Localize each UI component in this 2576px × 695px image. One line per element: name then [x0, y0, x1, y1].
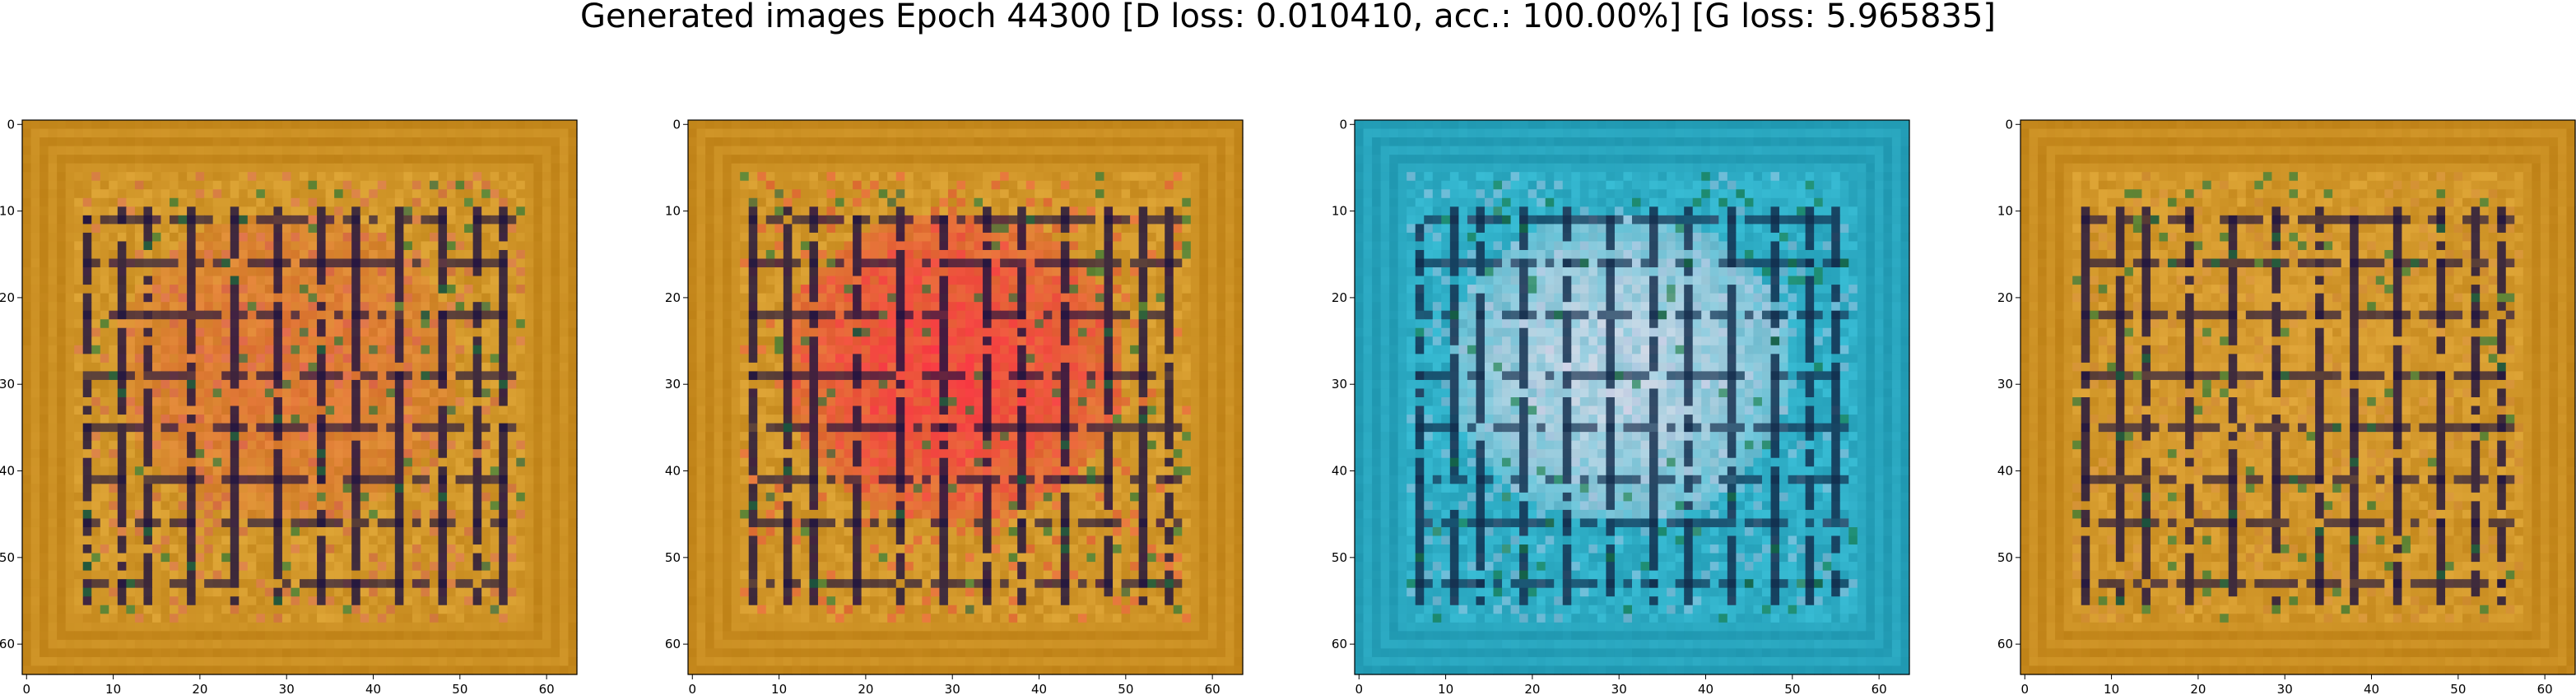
y-tick-label: 30 [1997, 377, 2013, 392]
x-tick-label: 60 [1205, 682, 1221, 695]
y-tick-label: 30 [1332, 377, 1347, 392]
y-tick-label: 20 [0, 290, 15, 305]
x-tick-label: 20 [858, 682, 873, 695]
x-tick-label: 0 [688, 682, 696, 695]
x-tick-label: 0 [2020, 682, 2029, 695]
x-tick-label: 10 [2104, 682, 2119, 695]
y-tick-label: 10 [1332, 204, 1347, 219]
x-tick-label: 0 [1355, 682, 1363, 695]
subplot-1: 0 10 20 30 40 50 60 0 10 20 30 40 50 60 [0, 117, 578, 695]
subplot-4: 0 10 20 30 40 50 60 0 10 20 30 40 50 60 [1997, 117, 2576, 695]
x-tick-label: 40 [1698, 682, 1713, 695]
x-tick-label: 60 [2537, 682, 2553, 695]
x-tick-label: 20 [1524, 682, 1540, 695]
y-tick-label: 40 [665, 464, 681, 479]
x-tick-label: 60 [539, 682, 555, 695]
x-tick-label: 0 [22, 682, 30, 695]
y-tick-label: 10 [0, 204, 15, 219]
y-tick-label: 40 [1997, 464, 2013, 479]
x-tick-label: 50 [1784, 682, 1800, 695]
x-tick-label: 20 [2190, 682, 2206, 695]
subplot-3: 0 10 20 30 40 50 60 0 10 20 30 40 50 60 [1332, 117, 1910, 695]
x-tick-label: 10 [105, 682, 121, 695]
subplot-2: 0 10 20 30 40 50 60 0 10 20 30 40 50 60 [665, 117, 1244, 695]
y-tick-label: 20 [1997, 290, 2013, 305]
x-tick-label: 30 [1611, 682, 1627, 695]
x-tick-label: 10 [771, 682, 787, 695]
y-tick-label: 60 [665, 637, 681, 651]
generated-image-1 [22, 120, 578, 675]
y-tick-label: 20 [665, 290, 681, 305]
generated-image-3 [1355, 120, 1910, 675]
y-tick-label: 0 [672, 117, 681, 132]
y-tick-label: 0 [7, 117, 15, 132]
generated-image-4 [2020, 120, 2576, 675]
x-tick-label: 60 [1872, 682, 1887, 695]
y-tick-label: 30 [665, 377, 681, 392]
x-tick-label: 40 [2364, 682, 2379, 695]
y-tick-label: 50 [1332, 550, 1347, 565]
x-tick-label: 30 [2277, 682, 2293, 695]
y-tick-label: 10 [1997, 204, 2013, 219]
y-tick-label: 40 [1332, 464, 1347, 479]
x-tick-label: 50 [2450, 682, 2466, 695]
y-tick-label: 60 [1332, 637, 1347, 651]
y-tick-label: 30 [0, 377, 15, 392]
y-tick-label: 10 [665, 204, 681, 219]
y-tick-label: 60 [1997, 637, 2013, 651]
x-tick-label: 50 [452, 682, 467, 695]
y-tick-label: 60 [0, 637, 15, 651]
y-tick-label: 0 [1339, 117, 1347, 132]
x-tick-label: 40 [365, 682, 381, 695]
x-tick-label: 50 [1118, 682, 1133, 695]
y-tick-label: 20 [1332, 290, 1347, 305]
x-tick-label: 20 [192, 682, 207, 695]
x-tick-label: 30 [945, 682, 960, 695]
y-tick-label: 50 [0, 550, 15, 565]
y-tick-label: 50 [1997, 550, 2013, 565]
y-tick-label: 40 [0, 464, 15, 479]
x-tick-label: 30 [279, 682, 295, 695]
x-tick-label: 10 [1438, 682, 1453, 695]
x-tick-label: 40 [1031, 682, 1047, 695]
y-tick-label: 50 [665, 550, 681, 565]
generated-image-2 [688, 120, 1244, 675]
y-tick-label: 0 [2005, 117, 2013, 132]
